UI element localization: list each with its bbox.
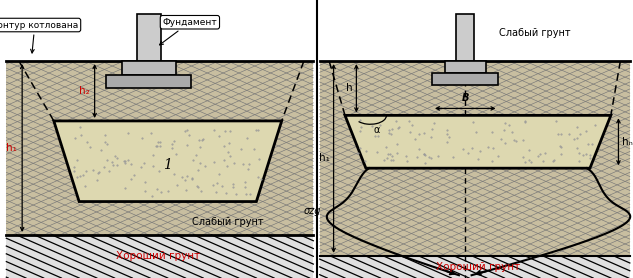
Bar	[6, 61, 313, 235]
Text: Фундамент: Фундамент	[160, 18, 217, 45]
Text: α: α	[373, 125, 380, 135]
Text: 1: 1	[163, 158, 172, 172]
Polygon shape	[54, 121, 282, 202]
Bar	[444, 61, 486, 73]
Bar	[137, 14, 161, 61]
Bar	[320, 256, 630, 278]
Text: Хороший грунт: Хороший грунт	[436, 262, 520, 272]
Bar	[106, 75, 192, 88]
Bar	[6, 8, 313, 61]
Text: Слабый грунт: Слабый грунт	[192, 217, 264, 227]
Polygon shape	[345, 115, 611, 168]
Bar	[456, 14, 474, 61]
Text: Хороший грунт: Хороший грунт	[116, 251, 200, 261]
Text: h₁: h₁	[6, 143, 17, 153]
Text: h₂: h₂	[79, 86, 90, 96]
Text: h₁: h₁	[319, 153, 330, 163]
Text: B: B	[461, 93, 469, 103]
Text: Контур котлована: Контур котлована	[0, 21, 78, 53]
Bar	[122, 61, 175, 75]
Text: h: h	[346, 83, 353, 93]
Bar	[6, 235, 313, 278]
Text: σzg: σzg	[304, 206, 322, 216]
Text: hₙ: hₙ	[622, 137, 633, 147]
Bar	[432, 73, 498, 85]
Text: Слабый грунт: Слабый грунт	[499, 28, 571, 38]
Bar	[320, 61, 630, 256]
Bar	[320, 8, 630, 61]
